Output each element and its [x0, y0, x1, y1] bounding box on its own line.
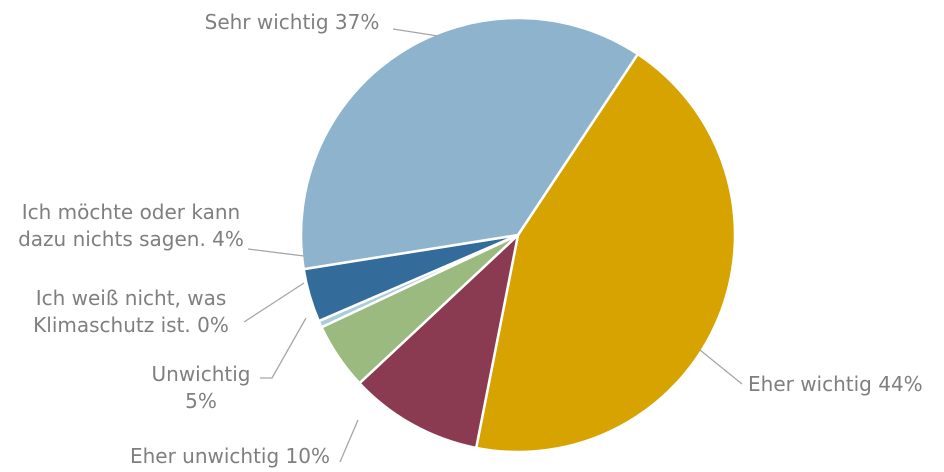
labels-layer: Eher wichtig 44% Eher unwichtig 10% Unwich…: [18, 10, 923, 468]
slices-layer: [299, 16, 737, 454]
leader-line: [247, 248, 305, 257]
slice-label: Eher unwichtig 10%: [130, 444, 330, 468]
leader-line: [339, 419, 359, 463]
slice-label: Eher wichtig 44%: [748, 372, 923, 396]
leader-line: [699, 349, 743, 385]
pie-slice: [358, 233, 520, 450]
leader-line: [392, 28, 439, 37]
slice-label: Sehr wichtig 37%: [205, 10, 380, 34]
slice-label: Unwichtig 5%: [152, 362, 251, 413]
leader-line: [243, 282, 305, 323]
pie-slice: [474, 52, 737, 454]
slice-label: Ich möchte oder kann dazu nichts sagen. 4…: [18, 200, 244, 251]
pie-slice: [299, 16, 640, 271]
leader-lines-layer: [243, 28, 743, 463]
leader-line: [260, 317, 307, 379]
slice-label: Ich weiß nicht, was Klimaschutz ist. 0%: [33, 286, 229, 337]
